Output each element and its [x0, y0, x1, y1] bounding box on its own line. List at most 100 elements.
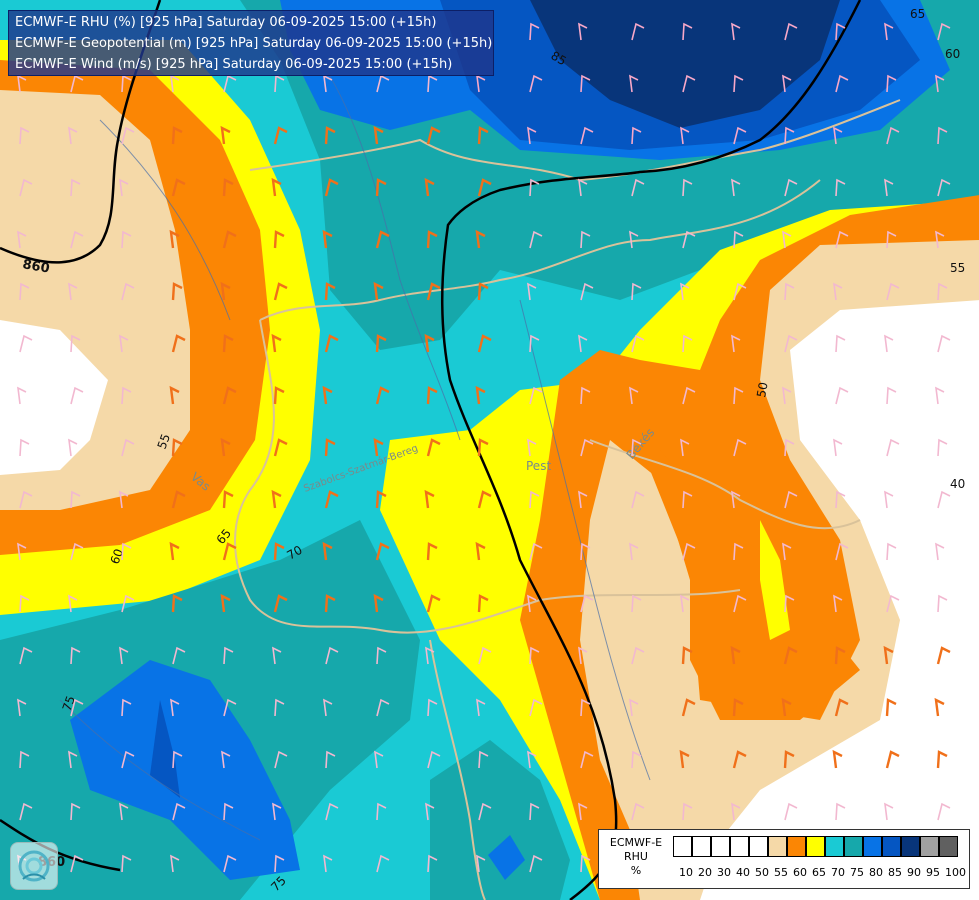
wind-barb: [221, 750, 231, 769]
wind-barb: [784, 22, 798, 41]
wind-barb: [578, 802, 588, 821]
legend-tick-label: 55: [774, 866, 788, 879]
wind-barb: [70, 646, 81, 665]
wind-barb: [631, 22, 645, 41]
wind-barb: [17, 542, 27, 561]
legend-swatch: [901, 836, 920, 857]
legend-tick-label: 70: [831, 866, 845, 879]
wind-barb: [373, 593, 384, 613]
wind-barb: [169, 541, 180, 561]
wind-barb: [682, 802, 693, 821]
wind-barb: [527, 750, 537, 769]
wind-barb: [426, 282, 441, 301]
wind-barb: [223, 698, 237, 717]
wind-barb: [682, 22, 693, 41]
wind-barb: [682, 542, 696, 561]
wind-barb: [223, 74, 237, 93]
wind-barb: [937, 178, 951, 197]
wind-barb: [376, 74, 390, 93]
wind-barb: [476, 698, 486, 717]
legend-tick-label: 95: [926, 866, 940, 879]
contour-label-60-west: 60: [108, 547, 126, 566]
wind-barb: [222, 490, 234, 509]
wind-barb: [784, 126, 795, 145]
wind-barb: [733, 438, 747, 457]
wind-barb: [835, 230, 849, 249]
wind-barb: [782, 542, 792, 561]
wind-barb: [730, 645, 741, 665]
wind-barb: [682, 334, 693, 353]
wind-barb: [580, 438, 594, 457]
wind-barb: [835, 334, 846, 353]
wind-barb: [68, 438, 78, 457]
wind-barb: [631, 178, 645, 197]
title-geopotential: ECMWF-E Geopotential (m) [925 hPa] Satur…: [15, 36, 493, 51]
wind-barb: [476, 854, 486, 873]
wind-barb: [376, 646, 387, 665]
contour-label-50: 50: [754, 381, 770, 398]
wind-barb: [324, 438, 336, 457]
wind-barb: [121, 594, 135, 613]
wind-barb: [375, 178, 387, 197]
wind-barb: [833, 126, 843, 145]
wind-barb: [477, 334, 492, 353]
legend-swatches: [673, 836, 958, 857]
wind-barb: [475, 385, 486, 405]
wind-barb: [325, 802, 339, 821]
wind-barb: [681, 646, 693, 665]
wind-barb: [273, 386, 285, 405]
legend-swatch: [939, 836, 958, 857]
legend-swatch: [920, 836, 939, 857]
wind-barb: [733, 74, 744, 93]
wind-barb: [629, 698, 639, 717]
wind-barb: [70, 542, 84, 561]
wind-barb: [171, 334, 186, 353]
wind-barb: [884, 178, 894, 197]
wind-barb: [580, 698, 591, 717]
legend-tick-label: 60: [793, 866, 807, 879]
wind-barb: [70, 802, 81, 821]
wind-barb: [527, 594, 537, 613]
contour-label-85: 85: [549, 48, 569, 68]
wind-barb: [631, 750, 642, 769]
wind-barb: [426, 594, 441, 613]
wind-barb: [631, 802, 645, 821]
wind-barb: [580, 126, 594, 145]
legend-caption: ECMWF-E RHU %: [601, 836, 671, 878]
wind-barb: [323, 698, 333, 717]
wind-barb: [784, 594, 795, 613]
wind-barb: [731, 22, 741, 41]
wind-barb: [273, 282, 288, 301]
legend-swatch: [730, 836, 749, 857]
wind-barb: [324, 334, 339, 353]
legend-swatch: [787, 836, 806, 857]
wind-barb: [220, 437, 231, 457]
wind-barb: [886, 282, 900, 301]
wind-barb: [376, 802, 387, 821]
wind-barb: [784, 438, 795, 457]
legend-tick-label: 40: [736, 866, 750, 879]
weather-logo-icon: [10, 842, 58, 890]
wind-barb: [19, 178, 33, 197]
wind-barb: [937, 594, 948, 613]
wind-barb: [121, 282, 135, 301]
wind-barb: [424, 177, 435, 197]
wind-barb: [121, 74, 132, 93]
legend-swatch: [749, 836, 768, 857]
wind-barb: [70, 698, 84, 717]
wind-barb: [731, 334, 741, 353]
wind-barb: [70, 386, 84, 405]
wind-barb: [322, 385, 333, 405]
wind-barb: [934, 697, 945, 717]
wind-barb: [529, 22, 540, 41]
wind-barb: [427, 698, 438, 717]
wind-barb: [833, 438, 843, 457]
wind-barb: [477, 594, 489, 613]
wind-barb: [171, 178, 186, 197]
wind-barb: [937, 490, 951, 509]
wind-barb: [169, 229, 180, 249]
wind-barb: [733, 230, 744, 249]
wind-barb: [886, 230, 897, 249]
wind-barb: [527, 126, 537, 145]
wind-barb: [631, 126, 642, 145]
